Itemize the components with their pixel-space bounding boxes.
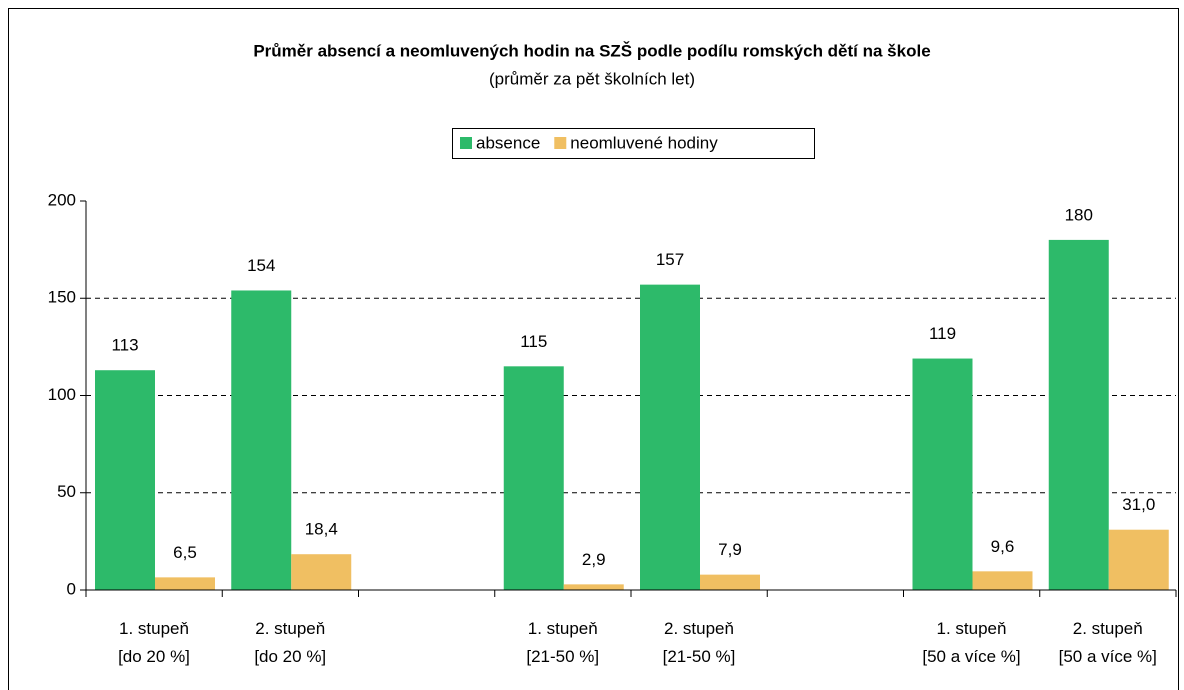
bar xyxy=(563,584,624,590)
data-label: 119 xyxy=(929,324,956,343)
y-tick-label: 100 xyxy=(48,385,76,404)
chart-subtitle: (průměr za pět školních let) xyxy=(489,69,695,88)
chart-title: Průměr absencí a neomluvených hodin na S… xyxy=(253,41,930,60)
bar xyxy=(1048,239,1109,590)
legend-label: absence xyxy=(476,133,540,152)
data-label: 7,9 xyxy=(718,540,742,559)
legend-swatch xyxy=(460,137,472,149)
data-label: 115 xyxy=(520,332,547,351)
legend-label: neomluvené hodiny xyxy=(570,133,718,152)
data-label: 180 xyxy=(1065,205,1093,224)
data-label: 31,0 xyxy=(1122,495,1155,514)
bar xyxy=(640,284,700,590)
frame xyxy=(8,8,1179,690)
bar xyxy=(1108,529,1169,590)
bar xyxy=(291,554,352,590)
x-tick-label: 2. stupeň [21-50 %] xyxy=(662,619,736,666)
bar xyxy=(231,290,292,590)
data-label: 2,9 xyxy=(582,550,606,569)
bar xyxy=(503,366,564,590)
bar xyxy=(95,370,155,590)
legend-box xyxy=(452,128,815,159)
x-tick-label: 2. stupeň [50 a více %] xyxy=(1058,619,1157,666)
data-label: 113 xyxy=(111,336,138,355)
bar xyxy=(155,577,215,590)
y-tick-label: 50 xyxy=(57,482,76,501)
x-tick-label: 1. stupeň [50 a více %] xyxy=(922,619,1021,666)
y-tick-label: 200 xyxy=(48,190,76,209)
data-label: 9,6 xyxy=(991,537,1015,556)
data-label: 154 xyxy=(247,256,275,275)
y-tick-label: 150 xyxy=(48,288,76,307)
x-tick-label: 2. stupeň [do 20 %] xyxy=(254,619,327,666)
data-label: 157 xyxy=(656,250,684,269)
x-tick-label: 1. stupeň [21-50 %] xyxy=(526,619,600,666)
y-tick-label: 0 xyxy=(67,579,76,598)
bar xyxy=(700,574,760,590)
data-label: 18,4 xyxy=(305,520,338,539)
bar xyxy=(972,571,1033,590)
data-label: 6,5 xyxy=(173,543,197,562)
bar xyxy=(912,358,973,590)
legend-swatch xyxy=(554,137,567,149)
x-tick-label: 1. stupeň [do 20 %] xyxy=(118,619,190,666)
